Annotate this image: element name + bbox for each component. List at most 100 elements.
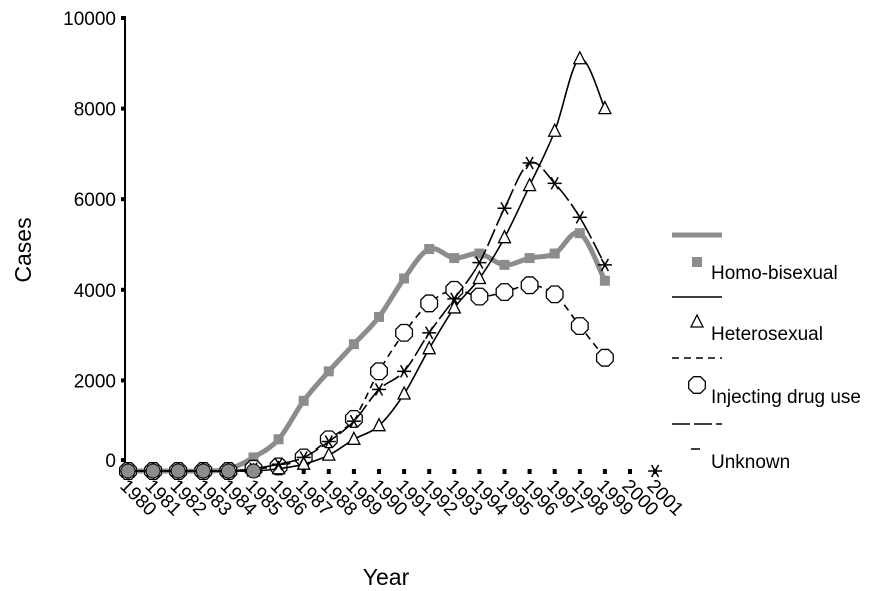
- data-point: [648, 464, 663, 478]
- x-tick-mark: [577, 469, 582, 474]
- data-point: [348, 339, 359, 350]
- data-point: [321, 435, 336, 448]
- series-unknown: [121, 156, 663, 478]
- x-tick-mark: [427, 469, 432, 474]
- data-point: [497, 229, 512, 244]
- data-point: [296, 450, 311, 464]
- x-tick-mark: [602, 469, 607, 474]
- data-point: [271, 457, 286, 471]
- y-tick-label: 6000: [74, 190, 116, 211]
- data-point: [374, 311, 384, 322]
- y-tick-label: 10000: [63, 9, 116, 30]
- y-tick-mark: [121, 458, 126, 462]
- y-tick-mark: [121, 378, 126, 383]
- data-point: [397, 364, 412, 378]
- x-ticks: 1980198119821983198419851986198719881989…: [115, 469, 687, 521]
- data-point: [422, 340, 437, 355]
- x-tick-mark: [377, 469, 381, 474]
- data-point: [599, 275, 610, 286]
- data-point: [447, 292, 462, 306]
- x-axis-label: Year: [363, 564, 410, 590]
- data-point: [397, 385, 412, 400]
- legend-marker: [692, 257, 702, 267]
- data-point: [597, 100, 612, 115]
- legend-marker: [689, 313, 705, 328]
- data-point: [499, 259, 510, 270]
- data-point: [424, 244, 435, 255]
- x-tick-mark: [326, 469, 331, 474]
- y-tick-mark: [121, 197, 126, 202]
- zero-markers: [120, 463, 261, 479]
- data-point: [298, 395, 309, 406]
- data-point: [545, 285, 564, 304]
- data-point: [497, 201, 512, 215]
- data-point: [574, 228, 585, 239]
- zero-point: [220, 463, 236, 479]
- data-point: [449, 253, 460, 264]
- x-tick-mark: [552, 469, 557, 474]
- x-tick-mark: [527, 469, 532, 474]
- legend: Homo-bisexual Heterosexual Injecting drug …: [672, 232, 861, 473]
- y-tick-mark: [121, 16, 126, 20]
- data-point: [370, 362, 388, 381]
- series-injecting-drug-use: [119, 276, 614, 480]
- x-tick-mark: [402, 469, 407, 474]
- y-ticks: 0 2000 4000 6000 8000 10000: [63, 9, 126, 472]
- x-tick-mark: [301, 469, 306, 474]
- y-tick-mark: [121, 287, 126, 292]
- legend-item: Unknown: [672, 423, 790, 473]
- data-point: [572, 50, 587, 65]
- zero-point: [170, 463, 186, 479]
- data-point: [474, 248, 485, 259]
- data-point: [520, 276, 539, 295]
- series-homo-bisexual: [123, 228, 610, 476]
- legend-marker: [688, 376, 706, 394]
- data-point: [395, 323, 414, 342]
- series-heterosexual: [120, 50, 612, 477]
- y-tick-mark: [121, 106, 126, 111]
- y-tick-label: 2000: [74, 371, 116, 392]
- series-line: [128, 161, 606, 472]
- data-point: [597, 258, 612, 272]
- data-point: [321, 446, 336, 461]
- axes: 0 2000 4000 6000 8000 10000 19801981198219831…: [63, 9, 687, 521]
- data-point: [570, 317, 589, 336]
- zero-point: [246, 463, 261, 479]
- data-point: [572, 210, 587, 224]
- data-point: [522, 156, 537, 170]
- x-tick-mark: [628, 469, 632, 474]
- legend-item: Heterosexual: [672, 296, 823, 345]
- y-tick-label: 4000: [74, 281, 116, 302]
- legend-label: Homo-bisexual: [711, 263, 838, 284]
- data-point: [547, 122, 562, 137]
- data-point: [420, 294, 439, 313]
- data-point: [595, 348, 614, 367]
- data-point: [549, 248, 560, 259]
- data-point: [522, 177, 537, 192]
- legend-item: Injecting drug use: [672, 357, 861, 408]
- y-tick-label: 8000: [74, 100, 116, 121]
- series-line: [128, 284, 606, 472]
- series-layer: [119, 50, 663, 480]
- data-point: [399, 273, 410, 284]
- y-tick-label: 0: [105, 451, 116, 472]
- zero-point: [195, 463, 211, 479]
- data-point: [470, 287, 489, 306]
- data-point: [323, 366, 334, 377]
- x-tick-mark: [351, 469, 356, 474]
- data-point: [346, 414, 361, 428]
- x-tick-mark: [502, 469, 507, 474]
- x-tick-mark: [477, 469, 482, 474]
- data-point: [447, 299, 462, 314]
- zero-point: [145, 463, 161, 479]
- series-line: [128, 57, 606, 472]
- legend-label: Injecting drug use: [711, 387, 861, 408]
- data-point: [248, 452, 259, 463]
- series-line: [128, 230, 608, 474]
- legend-label: Unknown: [711, 452, 790, 473]
- data-point: [371, 417, 387, 432]
- data-point: [319, 430, 338, 449]
- data-point: [273, 434, 284, 445]
- data-point: [495, 283, 514, 302]
